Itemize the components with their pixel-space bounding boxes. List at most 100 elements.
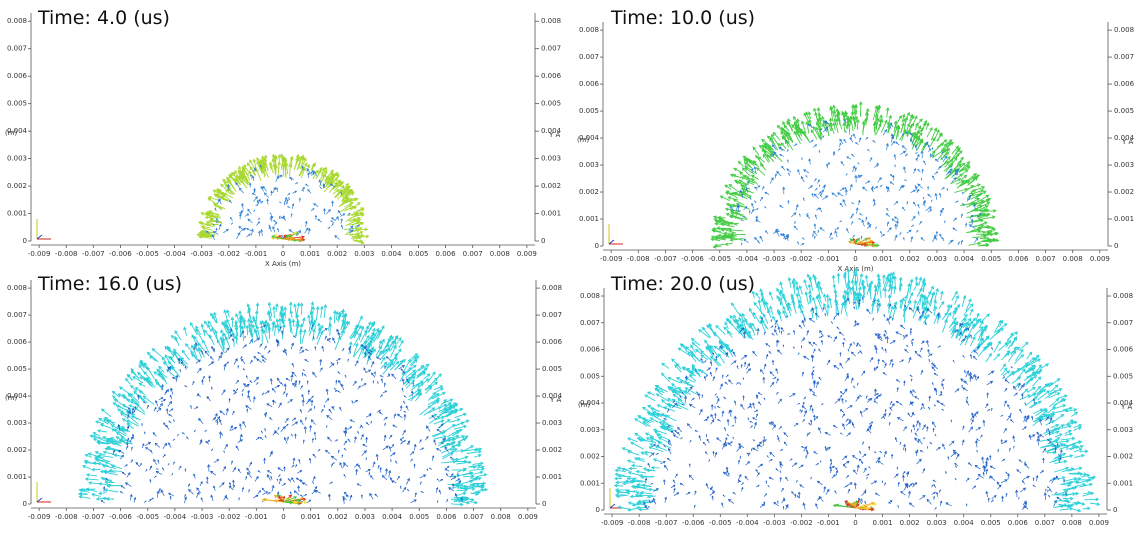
- front-arrow: [345, 219, 360, 227]
- panel: -0.009 -0.008 -0.007 -0.006 -0.005 -0.004 -0.0…: [5, 273, 563, 521]
- inner-arrow: [853, 469, 858, 475]
- y2-tick-label: 0.008: [1113, 292, 1133, 300]
- inner-arrow: [223, 363, 227, 371]
- inner-arrow: [960, 338, 965, 342]
- inner-arrow: [215, 218, 220, 222]
- inner-arrow: [730, 360, 737, 365]
- inner-arrow: [789, 393, 796, 398]
- inner-arrow: [680, 437, 683, 440]
- inner-arrow: [741, 194, 743, 199]
- inner-arrow: [204, 350, 210, 357]
- front-arrow: [846, 268, 851, 282]
- y-tick-label: 0.003: [7, 155, 27, 163]
- inner-arrow: [764, 230, 769, 235]
- front-arrow: [1073, 477, 1082, 481]
- front-arrow: [626, 437, 638, 443]
- front-arrow: [476, 473, 488, 478]
- front-arrow: [255, 168, 262, 181]
- inner-arrow: [717, 419, 722, 422]
- front-arrow: [316, 330, 324, 345]
- inner-arrow: [928, 395, 932, 402]
- inner-arrow: [331, 222, 334, 227]
- inner-arrow: [739, 382, 742, 386]
- inner-arrow: [812, 366, 815, 369]
- inner-arrow: [360, 433, 364, 441]
- inner-arrow: [184, 468, 187, 472]
- front-arrow: [132, 376, 144, 384]
- front-arrow: [993, 319, 1002, 334]
- inner-arrow: [904, 153, 908, 157]
- front-arrow: [737, 330, 745, 338]
- front-arrow: [743, 161, 752, 168]
- inner-arrow: [877, 333, 883, 340]
- inner-arrow: [752, 447, 759, 452]
- inner-arrow: [368, 471, 371, 476]
- front-arrow: [622, 481, 634, 486]
- front-arrow: [142, 395, 155, 405]
- front-arrow: [1059, 507, 1074, 511]
- inner-arrow: [960, 213, 964, 218]
- inner-arrow: [884, 329, 888, 335]
- inner-arrow: [909, 132, 914, 138]
- front-arrow: [882, 276, 889, 292]
- inner-arrow: [260, 324, 267, 329]
- inner-arrow: [326, 338, 332, 341]
- inner-arrow: [920, 150, 924, 159]
- inner-arrow: [1002, 376, 1006, 379]
- inner-arrow: [723, 427, 727, 432]
- inner-arrow: [375, 356, 382, 361]
- inner-arrow: [360, 494, 363, 499]
- front-arrow: [929, 150, 936, 157]
- inner-arrow: [910, 338, 914, 342]
- inner-arrow: [749, 196, 752, 200]
- front-arrow: [614, 488, 630, 492]
- inner-arrow: [269, 450, 273, 457]
- inner-arrow: [810, 476, 812, 480]
- inner-arrow: [825, 488, 830, 495]
- inner-arrow: [794, 493, 797, 498]
- inner-arrow: [958, 323, 964, 327]
- x-tick-label: 0.007: [464, 513, 484, 521]
- front-arrow: [367, 322, 375, 333]
- inner-arrow: [259, 164, 263, 169]
- inner-arrow: [291, 421, 299, 426]
- front-arrow: [361, 234, 370, 239]
- front-arrow: [780, 126, 788, 137]
- front-arrow: [962, 184, 975, 194]
- x-tick-label: 0.006: [436, 513, 457, 521]
- inner-arrow: [811, 407, 814, 414]
- front-arrow: [357, 346, 364, 360]
- x-tick-label: -0.005: [709, 519, 732, 527]
- inner-arrow: [933, 171, 939, 175]
- inner-arrow: [844, 485, 848, 488]
- inner-arrow: [769, 381, 775, 388]
- inner-arrow: [1022, 501, 1027, 508]
- inner-arrow: [223, 494, 227, 501]
- x-tick-label: -0.003: [191, 513, 214, 521]
- inner-arrow: [820, 403, 824, 406]
- inner-arrow: [919, 494, 926, 500]
- inner-arrow: [938, 393, 943, 397]
- front-arrow: [106, 483, 120, 488]
- front-arrow: [345, 197, 359, 204]
- front-arrow: [661, 362, 670, 369]
- inner-arrow: [863, 467, 867, 473]
- source-arrow: [855, 237, 872, 245]
- inner-arrow: [1017, 382, 1021, 388]
- inner-arrow: [801, 405, 807, 410]
- inner-arrow: [952, 359, 955, 363]
- front-arrow: [920, 122, 926, 133]
- inner-arrow: [211, 448, 214, 452]
- inner-arrow: [904, 447, 907, 452]
- inner-arrow: [881, 359, 886, 364]
- inner-arrow: [391, 480, 397, 484]
- inner-arrow: [384, 468, 389, 476]
- inner-arrow: [1031, 415, 1034, 421]
- inner-arrow: [365, 436, 369, 443]
- inner-arrow: [934, 234, 938, 241]
- inner-arrow: [1045, 429, 1048, 433]
- inner-arrow: [212, 417, 216, 421]
- inner-arrow: [219, 410, 226, 416]
- front-arrow: [235, 313, 241, 323]
- front-arrow: [979, 201, 991, 209]
